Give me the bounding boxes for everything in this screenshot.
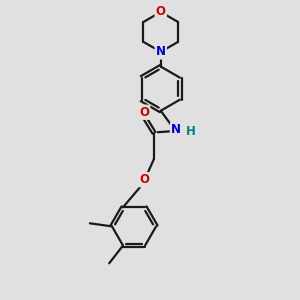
Text: H: H xyxy=(186,125,196,138)
Text: O: O xyxy=(156,5,166,19)
Text: O: O xyxy=(140,173,150,186)
Text: N: N xyxy=(156,45,166,58)
Text: N: N xyxy=(171,123,181,136)
Text: O: O xyxy=(139,106,149,119)
